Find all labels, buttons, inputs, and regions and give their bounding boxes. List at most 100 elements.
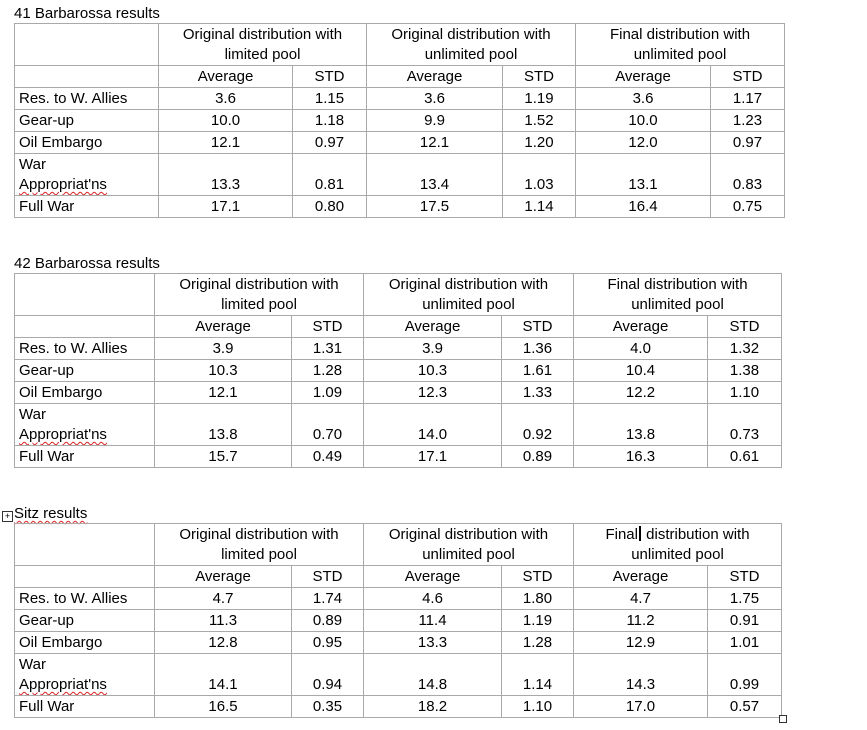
results-table[interactable]: Original distribution with limited pool … [14, 523, 783, 718]
row-label[interactable]: Res. to W. Allies [14, 87, 159, 110]
value-cell[interactable]: 14.0 [363, 403, 502, 446]
value-cell[interactable]: 10.0 [158, 109, 293, 132]
column-group-header[interactable]: Original distribution with unlimited poo… [363, 523, 574, 566]
column-group-header[interactable]: Final distribution with unlimited pool [574, 23, 786, 66]
table-caption[interactable]: 41 Barbarossa results [14, 5, 160, 22]
average-header[interactable]: Average [154, 315, 292, 338]
value-cell[interactable]: 12.1 [158, 131, 293, 154]
value-cell[interactable]: 0.81 [292, 153, 367, 196]
row-label[interactable]: Oil Embargo [14, 131, 159, 154]
value-cell[interactable]: 1.17 [709, 87, 786, 110]
value-cell[interactable]: 0.92 [501, 403, 574, 446]
value-cell[interactable]: 3.9 [154, 337, 292, 360]
empty-cell[interactable] [14, 315, 155, 338]
value-cell[interactable]: 15.7 [154, 445, 292, 468]
value-cell[interactable]: 14.8 [363, 653, 502, 696]
value-cell[interactable]: 18.2 [363, 695, 502, 718]
value-cell[interactable]: 10.3 [363, 359, 502, 382]
value-cell[interactable]: 0.97 [709, 131, 786, 154]
value-cell[interactable]: 13.1 [575, 153, 711, 196]
value-cell[interactable]: 12.3 [363, 381, 502, 404]
value-cell[interactable]: 3.6 [158, 87, 293, 110]
average-header[interactable]: Average [575, 65, 711, 88]
results-table[interactable]: Original distribution with limited pool … [14, 273, 783, 468]
value-cell[interactable]: 1.38 [706, 359, 783, 382]
row-label[interactable]: Gear-up [14, 109, 159, 132]
average-header[interactable]: Average [573, 565, 708, 588]
value-cell[interactable]: 11.2 [573, 609, 708, 632]
value-cell[interactable]: 9.9 [366, 109, 503, 132]
value-cell[interactable]: 0.57 [706, 695, 783, 718]
row-label[interactable]: War Appropriat'ns [14, 153, 159, 196]
table-caption[interactable]: 42 Barbarossa results [14, 255, 160, 272]
value-cell[interactable]: 0.99 [706, 653, 783, 696]
value-cell[interactable]: 0.61 [706, 445, 783, 468]
value-cell[interactable]: 0.83 [709, 153, 786, 196]
value-cell[interactable]: 1.10 [501, 695, 574, 718]
column-group-header[interactable]: Final distribution with unlimited pool [572, 273, 783, 316]
value-cell[interactable]: 4.0 [573, 337, 708, 360]
value-cell[interactable]: 13.3 [363, 631, 502, 654]
value-cell[interactable]: 13.8 [573, 403, 708, 446]
row-label[interactable]: Gear-up [14, 359, 155, 382]
value-cell[interactable]: 10.0 [575, 109, 711, 132]
value-cell[interactable]: 11.4 [363, 609, 502, 632]
value-cell[interactable]: 4.7 [154, 587, 292, 610]
row-label[interactable]: Res. to W. Allies [14, 337, 155, 360]
std-header[interactable]: STD [501, 565, 574, 588]
value-cell[interactable]: 1.28 [501, 631, 574, 654]
value-cell[interactable]: 1.33 [501, 381, 574, 404]
std-header[interactable]: STD [291, 315, 364, 338]
value-cell[interactable]: 12.2 [573, 381, 708, 404]
std-header[interactable]: STD [291, 565, 364, 588]
value-cell[interactable]: 17.5 [366, 195, 503, 218]
table-move-handle-icon[interactable]: + [2, 511, 13, 522]
std-header[interactable]: STD [706, 565, 783, 588]
value-cell[interactable]: 1.20 [502, 131, 576, 154]
value-cell[interactable]: 1.19 [501, 609, 574, 632]
value-cell[interactable]: 12.0 [575, 131, 711, 154]
value-cell[interactable]: 13.8 [154, 403, 292, 446]
value-cell[interactable]: 17.0 [573, 695, 708, 718]
empty-cell[interactable] [14, 65, 159, 88]
value-cell[interactable]: 0.89 [501, 445, 574, 468]
value-cell[interactable]: 3.9 [363, 337, 502, 360]
row-label[interactable]: War Appropriat'ns [14, 653, 155, 696]
row-label[interactable]: Full War [14, 445, 155, 468]
value-cell[interactable]: 4.6 [363, 587, 502, 610]
average-header[interactable]: Average [158, 65, 293, 88]
average-header[interactable]: Average [363, 565, 502, 588]
value-cell[interactable]: 1.23 [709, 109, 786, 132]
value-cell[interactable]: 3.6 [575, 87, 711, 110]
value-cell[interactable]: 13.3 [158, 153, 293, 196]
row-label[interactable]: Oil Embargo [14, 381, 155, 404]
value-cell[interactable]: 1.75 [706, 587, 783, 610]
value-cell[interactable]: 3.6 [366, 87, 503, 110]
value-cell[interactable]: 12.9 [573, 631, 708, 654]
value-cell[interactable]: 1.14 [502, 195, 576, 218]
table-resize-handle-icon[interactable] [779, 715, 787, 723]
value-cell[interactable]: 16.4 [575, 195, 711, 218]
value-cell[interactable]: 1.09 [291, 381, 364, 404]
std-header[interactable]: STD [709, 65, 786, 88]
empty-cell[interactable] [14, 565, 155, 588]
average-header[interactable]: Average [366, 65, 503, 88]
row-label[interactable]: Gear-up [14, 609, 155, 632]
corner-cell[interactable] [14, 273, 155, 316]
value-cell[interactable]: 17.1 [363, 445, 502, 468]
row-label[interactable]: Full War [14, 195, 159, 218]
average-header[interactable]: Average [154, 565, 292, 588]
value-cell[interactable]: 0.91 [706, 609, 783, 632]
column-group-header[interactable]: Original distribution with limited pool [154, 273, 364, 316]
value-cell[interactable]: 17.1 [158, 195, 293, 218]
std-header[interactable]: STD [706, 315, 783, 338]
value-cell[interactable]: 14.3 [573, 653, 708, 696]
results-table[interactable]: Original distribution with limited pool … [14, 23, 786, 218]
value-cell[interactable]: 1.28 [291, 359, 364, 382]
value-cell[interactable]: 1.03 [502, 153, 576, 196]
value-cell[interactable]: 1.80 [501, 587, 574, 610]
value-cell[interactable]: 0.97 [292, 131, 367, 154]
value-cell[interactable]: 1.01 [706, 631, 783, 654]
value-cell[interactable]: 0.75 [709, 195, 786, 218]
value-cell[interactable]: 1.18 [292, 109, 367, 132]
